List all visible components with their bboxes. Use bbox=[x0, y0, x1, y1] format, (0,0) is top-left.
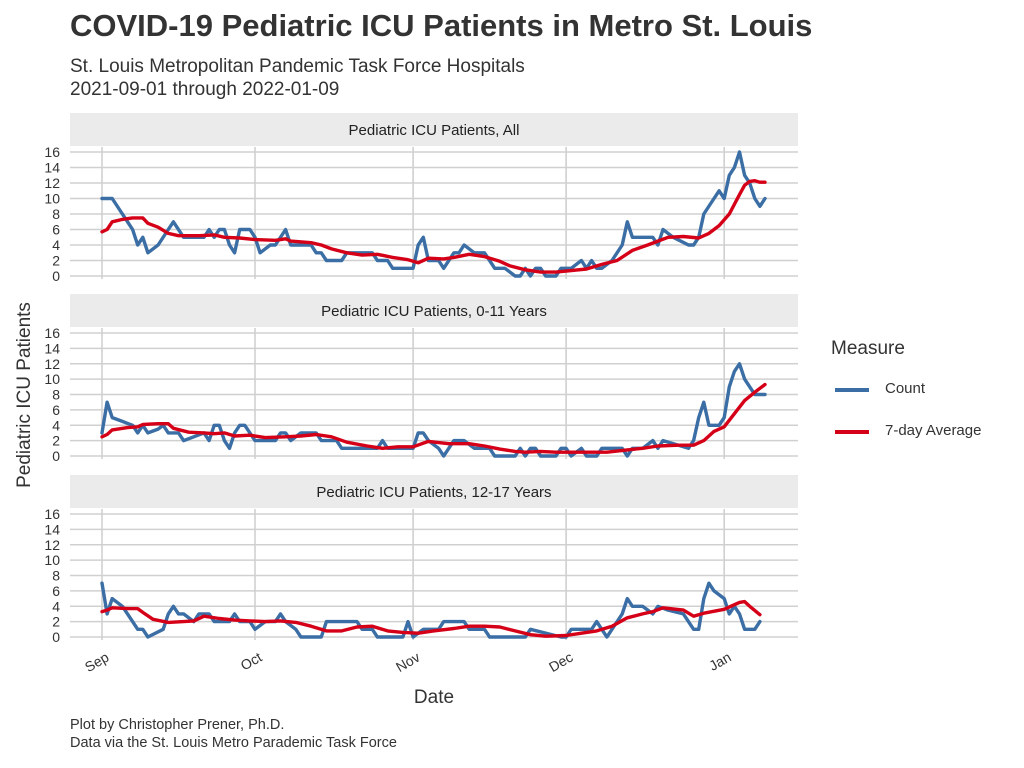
series-line-7-day-average bbox=[100, 382, 767, 454]
y-tick-label: 6 bbox=[52, 583, 60, 599]
y-tick-label: 16 bbox=[44, 506, 60, 522]
legend-key-7-day-average bbox=[835, 430, 869, 434]
legend-label-7-day-average: 7-day Average bbox=[885, 422, 982, 439]
y-tick-label: 8 bbox=[52, 568, 60, 584]
y-tick-label: 14 bbox=[44, 521, 60, 537]
y-tick-label: 12 bbox=[44, 175, 60, 191]
y-tick-label: 8 bbox=[52, 387, 60, 403]
panel-strip-label: Pediatric ICU Patients, All bbox=[349, 122, 520, 139]
legend-key-count bbox=[835, 388, 869, 392]
panel-strip bbox=[70, 294, 798, 327]
y-tick-label: 10 bbox=[44, 191, 60, 207]
y-tick-label: 14 bbox=[44, 340, 60, 356]
subtitle-line-2: 2021-09-01 through 2022-01-09 bbox=[70, 79, 340, 100]
series-line-7-day-average bbox=[100, 599, 762, 638]
x-tick-label: Nov bbox=[393, 649, 423, 675]
y-tick-label: 14 bbox=[44, 160, 60, 176]
caption-line-2: Data via the St. Louis Metro Parademic T… bbox=[70, 735, 397, 751]
x-tick-label: Sep bbox=[82, 649, 112, 675]
panel-strip-label: Pediatric ICU Patients, 12-17 Years bbox=[316, 484, 551, 501]
y-tick-label: 2 bbox=[52, 614, 60, 630]
y-axis-title: Pediatric ICU Patients bbox=[14, 302, 35, 488]
y-tick-label: 16 bbox=[44, 325, 60, 341]
panel-strip bbox=[70, 113, 798, 146]
chart-title: COVID-19 Pediatric ICU Patients in Metro… bbox=[70, 8, 813, 43]
series-line-7-day-average bbox=[100, 179, 767, 274]
legend-label-count: Count bbox=[885, 380, 926, 397]
y-tick-label: 12 bbox=[44, 537, 60, 553]
caption-line-1: Plot by Christopher Prener, Ph.D. bbox=[70, 717, 285, 733]
chart-caption: Plot by Christopher Prener, Ph.D. Data v… bbox=[70, 716, 397, 752]
y-tick-label: 16 bbox=[44, 144, 60, 160]
x-tick-label: Oct bbox=[238, 649, 265, 674]
y-tick-label: 4 bbox=[52, 417, 60, 433]
y-tick-label: 0 bbox=[52, 268, 60, 284]
y-tick-label: 8 bbox=[52, 206, 60, 222]
y-tick-label: 10 bbox=[44, 371, 60, 387]
y-tick-label: 4 bbox=[52, 598, 60, 614]
y-tick-label: 0 bbox=[52, 448, 60, 464]
panel-strip-label: Pediatric ICU Patients, 0-11 Years bbox=[321, 303, 547, 320]
y-tick-label: 0 bbox=[52, 629, 60, 645]
panel-strip bbox=[70, 475, 798, 508]
subtitle-line-1: St. Louis Metropolitan Pandemic Task For… bbox=[70, 56, 525, 77]
y-tick-label: 6 bbox=[52, 222, 60, 238]
legend-title: Measure bbox=[831, 338, 905, 359]
y-tick-label: 10 bbox=[44, 552, 60, 568]
y-tick-label: 2 bbox=[52, 253, 60, 269]
y-tick-label: 4 bbox=[52, 237, 60, 253]
x-tick-label: Dec bbox=[546, 649, 576, 675]
y-tick-label: 6 bbox=[52, 402, 60, 418]
chart-subtitle: St. Louis Metropolitan Pandemic Task For… bbox=[70, 55, 525, 101]
x-axis-title: Date bbox=[414, 687, 454, 708]
y-tick-label: 2 bbox=[52, 433, 60, 449]
x-tick-label: Jan bbox=[706, 649, 734, 674]
y-tick-label: 12 bbox=[44, 356, 60, 372]
